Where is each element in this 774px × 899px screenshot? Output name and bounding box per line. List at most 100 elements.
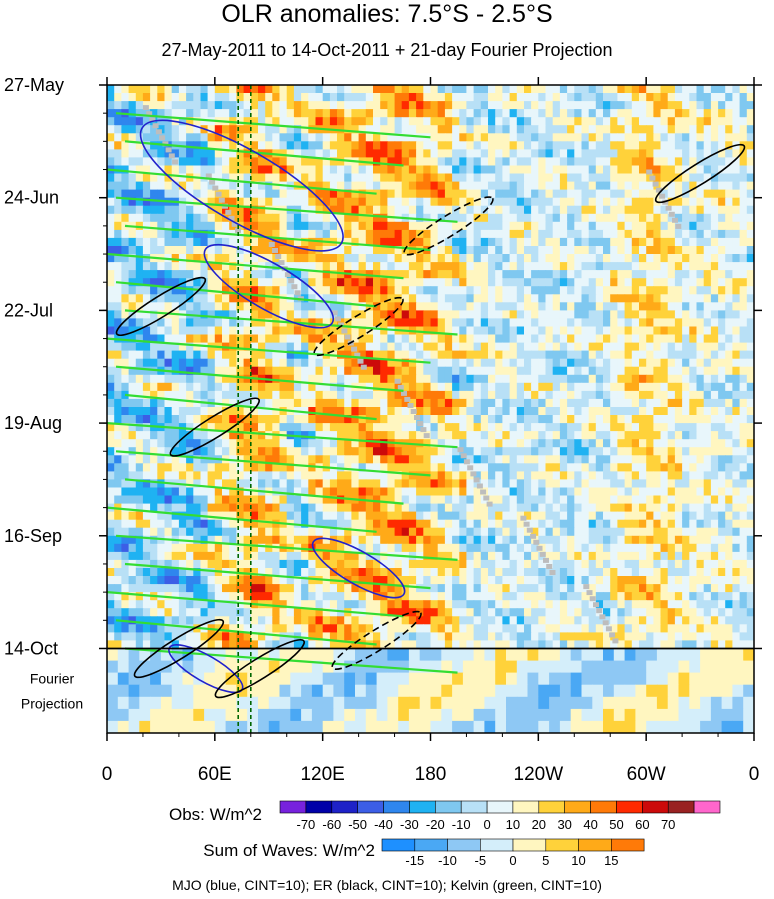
anomaly-cell bbox=[337, 286, 345, 295]
anomaly-cell bbox=[258, 213, 266, 223]
anomaly-cell bbox=[387, 431, 396, 440]
anomaly-cell bbox=[581, 221, 590, 231]
anomaly-cell bbox=[653, 141, 662, 150]
anomaly-cell bbox=[524, 487, 532, 497]
anomaly-cell bbox=[272, 173, 281, 183]
anomaly-cell bbox=[739, 519, 748, 529]
anomaly-cell bbox=[559, 439, 568, 448]
anomaly-cell bbox=[552, 101, 561, 110]
anomaly-cell bbox=[538, 141, 547, 150]
anomaly-cell bbox=[660, 310, 669, 319]
anomaly-cell bbox=[107, 117, 115, 126]
anomaly-cell bbox=[214, 527, 223, 537]
anomaly-cell bbox=[150, 141, 158, 150]
anomaly-cell bbox=[639, 398, 647, 408]
anomaly-cell bbox=[617, 125, 626, 134]
anomaly-cell bbox=[387, 286, 396, 295]
anomaly-cell bbox=[373, 286, 381, 295]
anomaly-cell bbox=[178, 366, 187, 376]
anomaly-cell bbox=[142, 133, 151, 142]
anomaly-cell bbox=[459, 334, 468, 344]
anomaly-cell bbox=[408, 93, 417, 102]
anomaly-cell bbox=[524, 463, 532, 472]
anomaly-cell bbox=[214, 221, 223, 231]
anomaly-cell bbox=[696, 254, 705, 263]
anomaly-cell bbox=[746, 262, 754, 271]
anomaly-cell bbox=[682, 503, 690, 513]
anomaly-cell bbox=[150, 165, 158, 175]
anomaly-cell bbox=[488, 382, 496, 392]
anomaly-cell bbox=[207, 366, 216, 376]
anomaly-cell bbox=[703, 157, 712, 166]
anomaly-cell bbox=[128, 101, 137, 110]
anomaly-cell bbox=[502, 390, 511, 400]
anomaly-cell bbox=[488, 310, 496, 319]
anomaly-cell bbox=[164, 125, 173, 134]
anomaly-cell bbox=[646, 213, 654, 223]
anomaly-cell bbox=[193, 439, 202, 448]
anomaly-cell bbox=[423, 455, 432, 464]
anomaly-cell bbox=[322, 455, 331, 464]
anomaly-cell bbox=[322, 511, 331, 521]
anomaly-cell bbox=[286, 439, 295, 448]
anomaly-cell bbox=[567, 93, 575, 102]
anomaly-cell bbox=[171, 439, 180, 448]
anomaly-cell bbox=[531, 326, 539, 336]
anomaly-cell bbox=[358, 246, 367, 255]
anomaly-cell bbox=[509, 487, 518, 497]
anomaly-cell bbox=[193, 366, 202, 376]
anomaly-cell bbox=[552, 141, 561, 150]
anomaly-cell bbox=[114, 423, 122, 432]
anomaly-cell bbox=[552, 431, 561, 440]
anomaly-cell bbox=[121, 133, 130, 142]
anomaly-cell bbox=[718, 270, 726, 279]
anomaly-cell bbox=[150, 149, 158, 158]
anomaly-cell bbox=[351, 439, 360, 448]
anomaly-cell bbox=[696, 519, 705, 529]
anomaly-cell bbox=[243, 141, 252, 150]
anomaly-cell bbox=[646, 149, 654, 158]
anomaly-cell bbox=[272, 342, 281, 352]
anomaly-cell bbox=[301, 213, 309, 223]
anomaly-cell bbox=[250, 463, 259, 472]
anomaly-cell bbox=[732, 318, 741, 327]
anomaly-cell bbox=[358, 511, 367, 521]
anomaly-cell bbox=[567, 197, 575, 207]
anomaly-cell bbox=[674, 431, 683, 440]
anomaly-cell bbox=[639, 479, 647, 488]
anomaly-cell bbox=[516, 519, 525, 529]
anomaly-cell bbox=[135, 471, 144, 480]
anomaly-cell bbox=[459, 237, 468, 247]
anomaly-cell bbox=[186, 487, 194, 497]
anomaly-cell bbox=[114, 149, 122, 158]
anomaly-cell bbox=[552, 221, 561, 231]
anomaly-cell bbox=[538, 117, 547, 126]
anomaly-cell bbox=[739, 479, 748, 488]
anomaly-cell bbox=[308, 503, 317, 513]
anomaly-cell bbox=[452, 213, 460, 223]
anomaly-cell bbox=[315, 101, 324, 110]
anomaly-cell bbox=[394, 117, 403, 126]
anomaly-cell bbox=[653, 125, 662, 134]
anomaly-cell bbox=[408, 415, 417, 424]
anomaly-cell bbox=[466, 407, 475, 416]
anomaly-cell bbox=[214, 197, 223, 207]
anomaly-cell bbox=[531, 487, 539, 497]
anomaly-cell bbox=[329, 246, 338, 255]
anomaly-cell bbox=[718, 173, 726, 183]
anomaly-cell bbox=[344, 213, 352, 223]
anomaly-cell bbox=[732, 133, 741, 142]
anomaly-cell bbox=[322, 318, 331, 327]
anomaly-cell bbox=[495, 326, 503, 336]
anomaly-cell bbox=[617, 133, 626, 142]
anomaly-cell bbox=[380, 382, 388, 392]
anomaly-cell bbox=[725, 189, 733, 199]
anomaly-cell bbox=[617, 390, 626, 400]
anomaly-cell bbox=[135, 334, 144, 344]
anomaly-cell bbox=[150, 342, 158, 352]
anomaly-cell bbox=[329, 471, 338, 480]
anomaly-cell bbox=[236, 149, 245, 158]
anomaly-cell bbox=[495, 189, 503, 199]
anomaly-cell bbox=[631, 133, 640, 142]
anomaly-cell bbox=[437, 334, 446, 344]
